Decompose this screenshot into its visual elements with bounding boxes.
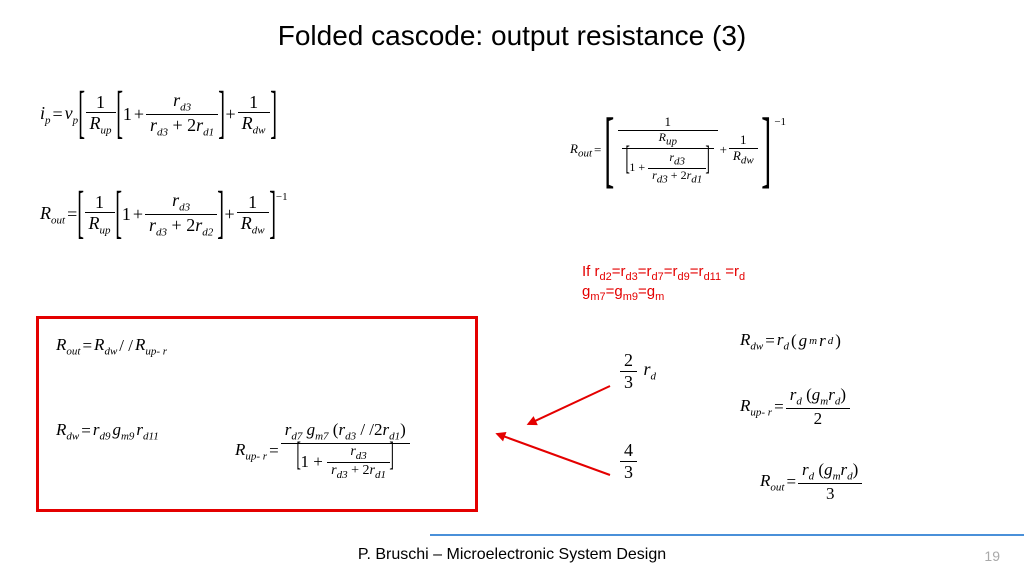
eq-rout-parallel: Rout = Rdw / / Rup- r (56, 335, 167, 357)
eq-rout-right: Rout = [ 1 Rup [1 + rd3 rd3 + 2rd1 ] + 1… (570, 115, 786, 186)
eq-ip: ip = vp [ 1 Rup [ 1 + rd3 rd3 + 2rd1 ] +… (40, 90, 275, 139)
page-title: Folded cascode: output resistance (3) (0, 0, 1024, 52)
condition-text: If rd2=rd3=rd7=rd9=rd11 =rd gm7=gm9=gm (582, 263, 745, 303)
condition-line2: gm7=gm9=gm (582, 283, 745, 303)
arrow-1 (528, 385, 610, 425)
footer-divider (430, 534, 1024, 536)
condition-line1: If rd2=rd3=rd7=rd9=rd11 =rd (582, 263, 745, 283)
eq-rdw-result: Rdw = rd (gmrd) (740, 330, 841, 352)
footer-text: P. Bruschi – Microelectronic System Desi… (0, 546, 1024, 564)
eq-rout-left: Rout = [ 1 Rup [ 1 + rd3 rd3 + 2rd2 ] + … (40, 190, 288, 239)
eq-rupr-result: Rup- r = rd (gmrd) 2 (740, 385, 850, 429)
eq-rout-result: Rout = rd (gmrd) 3 (760, 460, 862, 504)
arrow-2 (497, 433, 610, 476)
eq-four-thirds: 4 3 (620, 440, 637, 482)
eq-rupr: Rup- r = rd7 gm7 (rd3 / /2rd1) [1 + rd3 … (235, 420, 410, 482)
eq-rdw: Rdw = rd9 gm9 rd11 (56, 420, 159, 442)
eq-two-thirds-rd: 2 3 rd (620, 350, 656, 392)
page-number: 19 (984, 548, 1000, 564)
